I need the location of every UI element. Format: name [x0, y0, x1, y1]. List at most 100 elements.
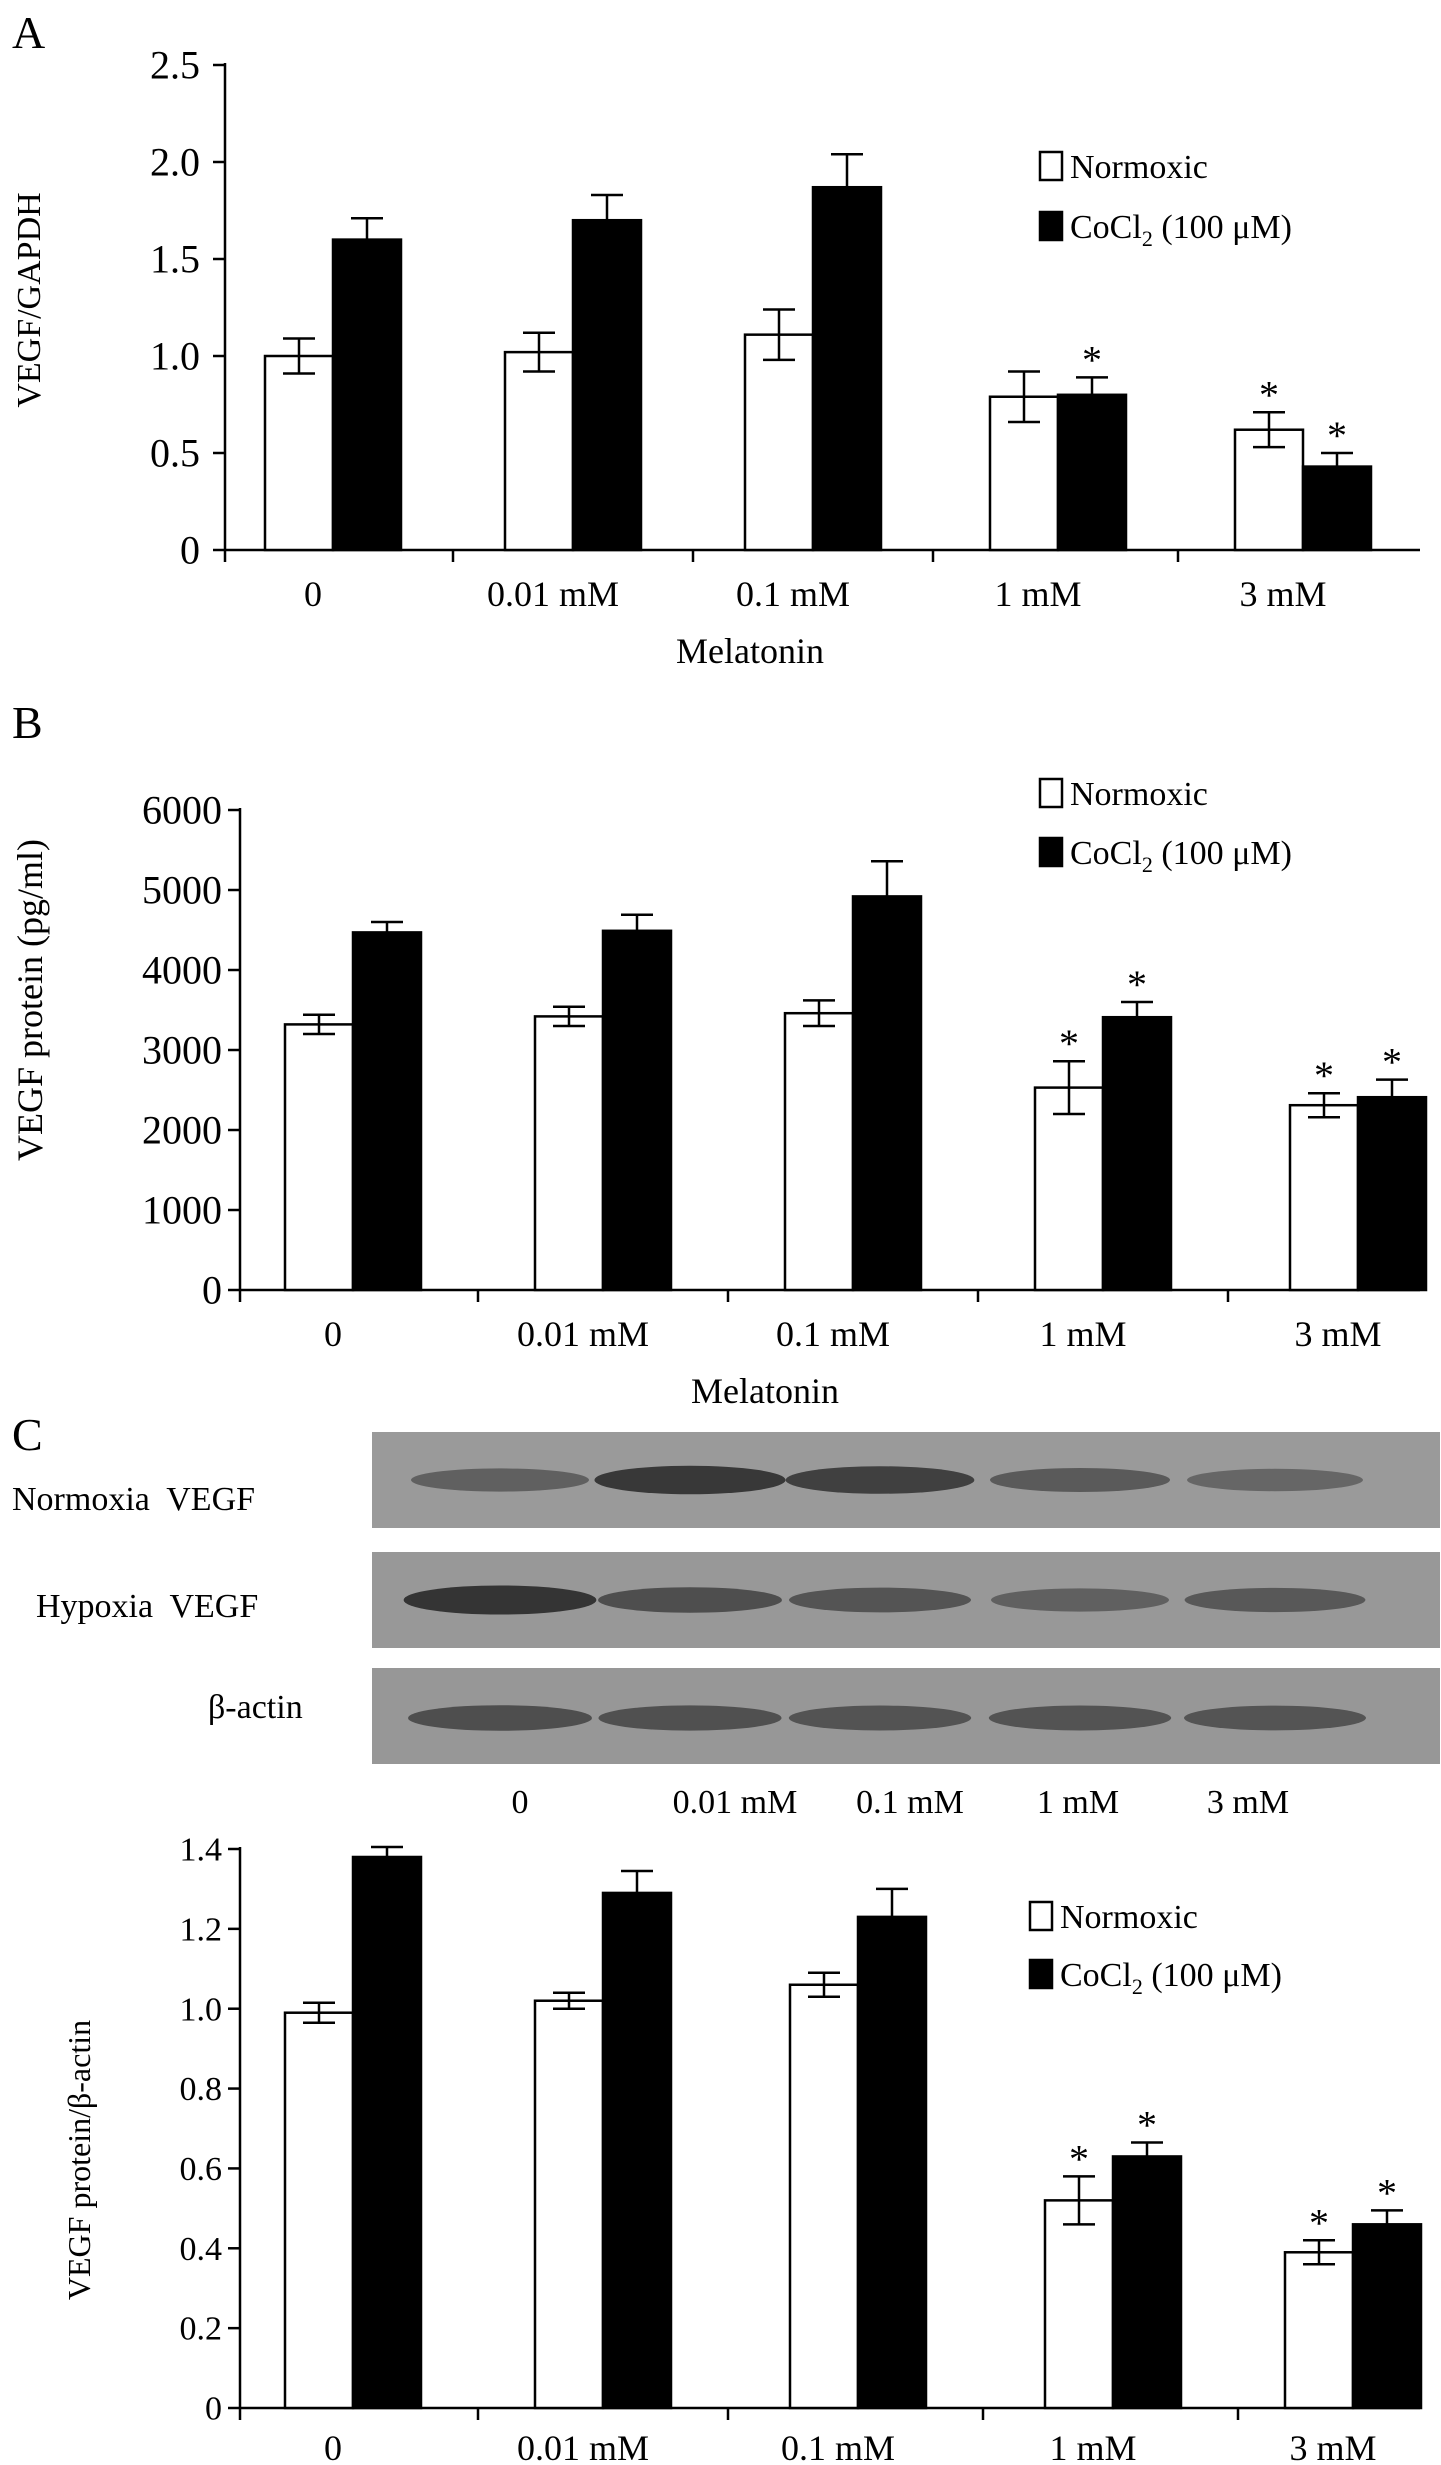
bar: [1283, 2251, 1355, 2410]
panel-c-letter: C: [12, 1409, 43, 1460]
panel-c-bars: * * * *: [283, 1845, 1423, 2410]
y-tick-label: 1000: [142, 1188, 222, 1233]
panel-b-x-ticks: 0 0.01 mM 0.1 mM 1 mM 3 mM: [238, 1288, 1420, 1354]
x-tick-label: 3 mM: [1239, 574, 1326, 614]
bar: [1101, 1015, 1173, 1292]
bar: [851, 895, 923, 1292]
y-tick-label: 1.0: [150, 334, 200, 379]
x-tick-label: 0: [324, 1314, 342, 1354]
panel-a-xlabel: Melatonin: [676, 631, 824, 671]
significance-asterisk: *: [1127, 962, 1147, 1007]
y-tick-label: 0.5: [150, 431, 200, 476]
significance-asterisk: *: [1327, 413, 1347, 458]
x-tick-label: 3 mM: [1289, 2428, 1376, 2465]
panel-c-blot: C Normoxia VEGF Hypoxia VEGF β-actin 0 0…: [12, 1409, 1440, 1821]
bar: [856, 1915, 928, 2410]
y-tick-label: 2.0: [150, 140, 200, 185]
blot-band: [990, 1468, 1170, 1492]
significance-asterisk: *: [1382, 1040, 1402, 1085]
bar: [1111, 2155, 1183, 2410]
bar: [811, 185, 883, 552]
blot-band: [403, 1585, 597, 1615]
blot-band: [1184, 1587, 1366, 1613]
bar: [601, 929, 673, 1292]
blot-bands: [403, 1465, 1366, 1731]
y-tick-label: 0.6: [180, 2151, 223, 2188]
significance-asterisk: *: [1259, 372, 1279, 417]
blot-lane-label: 0: [512, 1784, 529, 1821]
y-tick-label: 4000: [142, 948, 222, 993]
blot-band: [598, 1705, 782, 1731]
x-tick-label: 0.1 mM: [781, 2428, 895, 2465]
panel-a-ylabel: VEGF/GAPDH: [11, 192, 48, 407]
blot-row-label: Normoxia VEGF: [12, 1481, 255, 1518]
blot-band: [1184, 1705, 1366, 1731]
bar: [283, 2011, 355, 2410]
blot-band: [598, 1587, 782, 1613]
y-tick-label: 5000: [142, 868, 222, 913]
panel-b-bars: * * * *: [283, 859, 1428, 1292]
panel-b-xlabel: Melatonin: [691, 1371, 839, 1411]
x-tick-label: 1 mM: [1049, 2428, 1136, 2465]
x-tick-label: 3 mM: [1294, 1314, 1381, 1354]
panel-a-letter: A: [12, 7, 45, 58]
panel-a-legend: Normoxic CoCl2 (100 μM): [1038, 149, 1292, 251]
bar: [788, 1983, 860, 2410]
blot-band: [594, 1465, 786, 1495]
legend-normoxic-swatch: [1038, 150, 1064, 182]
significance-asterisk: *: [1377, 2170, 1397, 2215]
blot-lane-label: 0.1 mM: [856, 1784, 964, 1821]
blot-band: [411, 1468, 589, 1492]
y-tick-label: 0: [205, 2391, 222, 2428]
panel-b-letter: B: [12, 697, 43, 748]
bar: [533, 1015, 605, 1292]
panel-c-ylabel: VEGF protein/β-actin: [61, 2020, 97, 2300]
blot-row-label: β-actin: [208, 1689, 303, 1726]
blot-band: [1187, 1468, 1363, 1492]
blot-band: [789, 1587, 971, 1613]
x-tick-label: 0.01 mM: [517, 1314, 649, 1354]
bar: [503, 350, 575, 552]
bar: [351, 931, 423, 1292]
legend-cocl2-swatch: [1038, 836, 1064, 868]
bar: [351, 1855, 423, 2410]
blot-lane-label: 0.01 mM: [673, 1784, 798, 1821]
y-tick-label: 1.5: [150, 237, 200, 282]
significance-asterisk: *: [1137, 2102, 1157, 2147]
panel-a: A VEGF/GAPDH Melatonin 00.51.01.52.02.5 …: [11, 7, 1420, 671]
y-tick-label: 0: [180, 528, 200, 573]
y-tick-label: 1.0: [180, 1991, 223, 2028]
panel-a-x-ticks: 0 0.01 mM 0.1 mM 1 mM 3 mM: [223, 548, 1420, 614]
bar: [533, 1999, 605, 2410]
y-tick-label: 0: [202, 1268, 222, 1313]
panel-b-y-ticks: 0 1000 2000 3000 4000 5000 6000: [142, 788, 242, 1313]
bar: [263, 354, 335, 552]
legend-cocl2-swatch: [1028, 1958, 1054, 1990]
blot-row-label: Hypoxia VEGF: [36, 1588, 258, 1625]
bar: [1351, 2223, 1423, 2410]
bar: [743, 333, 815, 552]
bar: [1033, 1086, 1105, 1292]
bar: [601, 1891, 673, 2410]
significance-asterisk: *: [1314, 1053, 1334, 1098]
legend-cocl2-label: CoCl2 (100 μM): [1060, 1957, 1282, 1999]
x-tick-label: 0.1 mM: [776, 1314, 890, 1354]
x-tick-label: 0: [324, 2428, 342, 2465]
y-tick-label: 0.4: [180, 2231, 223, 2268]
legend-cocl2-label: CoCl2 (100 μM): [1070, 835, 1292, 877]
blot-band: [788, 1705, 972, 1731]
legend-normoxic-swatch: [1028, 1900, 1054, 1932]
blot-band: [988, 1705, 1172, 1731]
bar: [783, 1011, 855, 1292]
bar: [1288, 1103, 1360, 1292]
y-tick-label: 0.2: [180, 2311, 223, 2348]
legend-normoxic-label: Normoxic: [1070, 776, 1208, 813]
bar: [571, 218, 643, 552]
y-tick-label: 2000: [142, 1108, 222, 1153]
panel-b-legend: Normoxic CoCl2 (100 μM): [1038, 776, 1292, 877]
x-tick-label: 1 mM: [1039, 1314, 1126, 1354]
x-tick-label: 0: [304, 574, 322, 614]
legend-normoxic-swatch: [1038, 777, 1064, 809]
x-tick-label: 0.01 mM: [487, 574, 619, 614]
panel-c-y-ticks: 0 0.2 0.4 0.6 0.8 1.0 1.2 1.4: [180, 1832, 242, 2428]
